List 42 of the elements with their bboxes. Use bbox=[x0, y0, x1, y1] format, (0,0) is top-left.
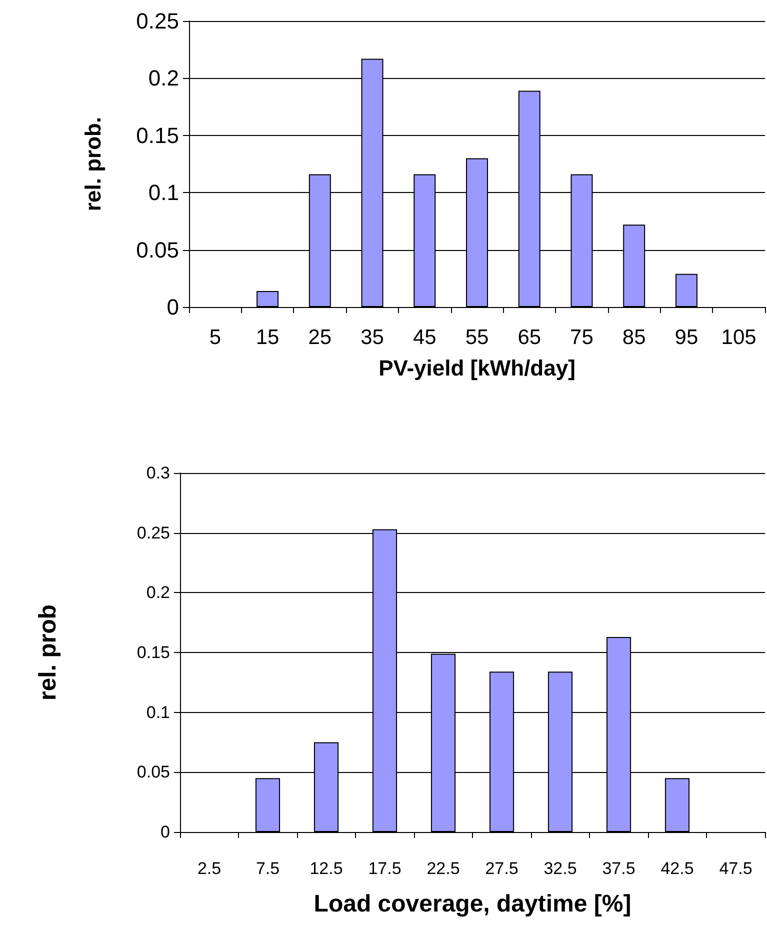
bar bbox=[256, 290, 279, 307]
y-tick-label: 0.1 bbox=[146, 702, 170, 722]
x-tick-label: 27.5 bbox=[485, 859, 518, 878]
x-tick-label: 105 bbox=[721, 326, 756, 349]
y-tick-label: 0.15 bbox=[136, 122, 179, 148]
y-axis-title: rel. prob. bbox=[80, 116, 106, 212]
y-tick-label: 0.25 bbox=[136, 523, 170, 542]
y-tick-label: 0.2 bbox=[146, 583, 170, 602]
y-tick-label: 0.1 bbox=[148, 180, 179, 206]
x-tick-label: 2.5 bbox=[197, 859, 222, 878]
x-axis-title: Load coverage, daytime [%] bbox=[314, 890, 632, 918]
x-tick-label: 65 bbox=[518, 326, 542, 349]
x-tick-label: 47.5 bbox=[719, 859, 752, 878]
x-tick-label: 5 bbox=[209, 326, 222, 349]
x-axis-title: PV-yield [kWh/day] bbox=[378, 356, 576, 380]
x-tick-label: 15 bbox=[256, 326, 280, 349]
y-tick-label: 0 bbox=[160, 822, 170, 842]
y-axis-title: rel. prob bbox=[34, 604, 62, 701]
x-tick-label: 95 bbox=[674, 326, 698, 349]
y-tick-label: 0.3 bbox=[146, 464, 170, 482]
x-tick-label: 75 bbox=[570, 326, 594, 349]
x-tick-label: 25 bbox=[308, 326, 332, 349]
y-tick-label: 0.25 bbox=[136, 8, 179, 34]
y-tick-label: 0.15 bbox=[136, 643, 170, 662]
x-tick-label: 12.5 bbox=[310, 859, 343, 878]
bar bbox=[255, 778, 280, 832]
x-tick-label: 42.5 bbox=[660, 859, 694, 878]
x-tick-label: 85 bbox=[622, 326, 646, 349]
x-tick-label: 37.5 bbox=[602, 859, 636, 878]
x-tick-label: 17.5 bbox=[368, 859, 402, 878]
x-tick-label: 7.5 bbox=[256, 859, 280, 878]
y-tick-label: 0.2 bbox=[148, 66, 179, 91]
bar bbox=[664, 778, 690, 832]
y-tick-label: 0.05 bbox=[136, 762, 170, 782]
y-tick-label: 0 bbox=[166, 294, 179, 320]
x-tick-label: 22.5 bbox=[426, 859, 460, 878]
x-tick-label: 55 bbox=[465, 326, 489, 349]
bar bbox=[675, 274, 698, 307]
x-tick-label: 45 bbox=[412, 326, 436, 349]
y-tick-label: 0.05 bbox=[136, 237, 179, 262]
x-tick-label: 35 bbox=[360, 326, 384, 349]
x-tick-label: 32.5 bbox=[544, 859, 577, 878]
